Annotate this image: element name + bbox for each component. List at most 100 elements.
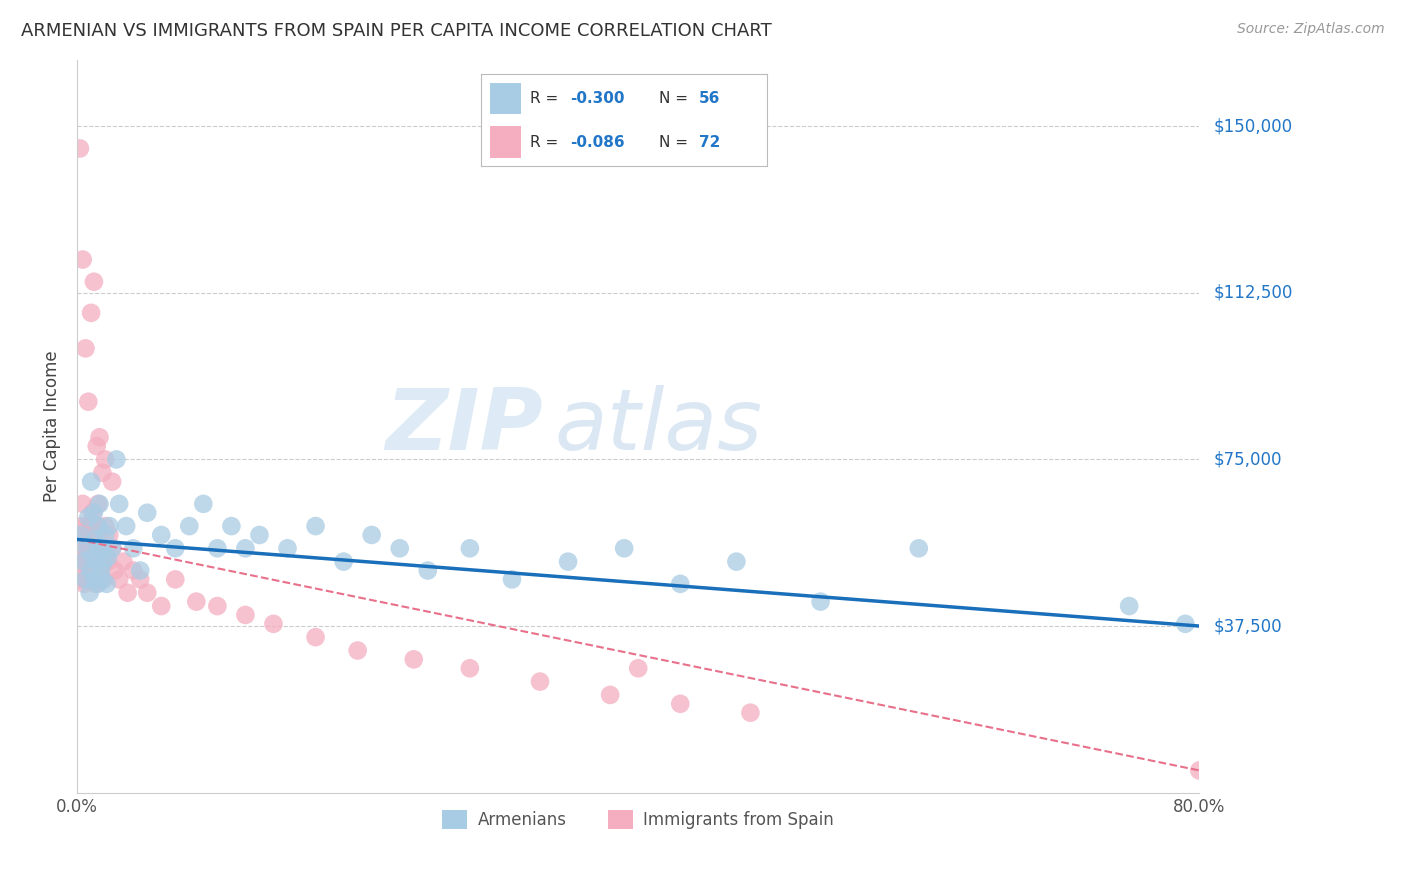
Point	[332, 555, 354, 569]
Point	[104, 564, 127, 578]
Point	[87, 497, 110, 511]
Point	[72, 497, 94, 511]
Text: ARMENIAN VS IMMIGRANTS FROM SPAIN PER CAPITA INCOME CORRELATION CHART: ARMENIAN VS IMMIGRANTS FROM SPAIN PER CA…	[21, 22, 772, 40]
Text: $112,500: $112,500	[1213, 284, 1292, 301]
Point	[82, 550, 104, 565]
Point	[90, 555, 112, 569]
Point	[76, 573, 98, 587]
Point	[82, 506, 104, 520]
Point	[87, 577, 110, 591]
Point	[75, 342, 97, 356]
Point	[94, 519, 117, 533]
Point	[89, 497, 111, 511]
Point	[82, 555, 104, 569]
Point	[207, 599, 229, 613]
Point	[84, 541, 107, 556]
Point	[84, 577, 107, 591]
Point	[150, 599, 173, 613]
Point	[304, 519, 326, 533]
Point	[108, 573, 131, 587]
Point	[101, 541, 124, 556]
Point	[112, 555, 135, 569]
Point	[249, 528, 271, 542]
Point	[84, 533, 107, 547]
Point	[1174, 616, 1197, 631]
Point	[669, 577, 692, 591]
Point	[115, 519, 138, 533]
Point	[77, 510, 100, 524]
Point	[89, 550, 111, 565]
Point	[346, 643, 368, 657]
Point	[89, 430, 111, 444]
Point	[129, 564, 152, 578]
Point	[69, 141, 91, 155]
Point	[80, 533, 103, 547]
Point	[101, 541, 124, 556]
Point	[458, 661, 481, 675]
Point	[360, 528, 382, 542]
Point	[80, 573, 103, 587]
Point	[77, 564, 100, 578]
Point	[96, 577, 118, 591]
Text: $37,500: $37,500	[1213, 617, 1282, 635]
Point	[72, 252, 94, 267]
Point	[165, 541, 187, 556]
Point	[93, 573, 115, 587]
Point	[80, 475, 103, 489]
Point	[263, 616, 285, 631]
Point	[122, 564, 145, 578]
Point	[70, 519, 93, 533]
Point	[740, 706, 762, 720]
Point	[67, 564, 90, 578]
Text: $75,000: $75,000	[1213, 450, 1282, 468]
Point	[80, 564, 103, 578]
Point	[136, 506, 159, 520]
Point	[98, 528, 121, 542]
Text: ZIP: ZIP	[385, 384, 543, 467]
Point	[91, 541, 114, 556]
Point	[86, 519, 108, 533]
Point	[117, 585, 139, 599]
Point	[122, 541, 145, 556]
Point	[83, 573, 105, 587]
Point	[70, 528, 93, 542]
Point	[150, 528, 173, 542]
Point	[402, 652, 425, 666]
Point	[388, 541, 411, 556]
Point	[529, 674, 551, 689]
Point	[458, 541, 481, 556]
Point	[80, 306, 103, 320]
Point	[599, 688, 621, 702]
Point	[73, 577, 96, 591]
Point	[207, 541, 229, 556]
Point	[97, 555, 120, 569]
Point	[1188, 764, 1211, 778]
Point	[186, 594, 208, 608]
Text: $150,000: $150,000	[1213, 117, 1292, 136]
Point	[613, 541, 636, 556]
Point	[77, 394, 100, 409]
Point	[90, 564, 112, 578]
Point	[75, 573, 97, 587]
Point	[91, 573, 114, 587]
Point	[93, 555, 115, 569]
Point	[83, 275, 105, 289]
Text: Source: ZipAtlas.com: Source: ZipAtlas.com	[1237, 22, 1385, 37]
Point	[76, 528, 98, 542]
Point	[235, 541, 257, 556]
Point	[70, 573, 93, 587]
Point	[79, 550, 101, 565]
Point	[97, 550, 120, 565]
Point	[76, 541, 98, 556]
Point	[725, 555, 748, 569]
Point	[907, 541, 929, 556]
Point	[96, 550, 118, 565]
Point	[89, 528, 111, 542]
Point	[87, 519, 110, 533]
Point	[94, 528, 117, 542]
Point	[810, 594, 832, 608]
Legend: Armenians, Immigrants from Spain: Armenians, Immigrants from Spain	[436, 803, 841, 836]
Point	[86, 555, 108, 569]
Point	[79, 519, 101, 533]
Point	[129, 573, 152, 587]
